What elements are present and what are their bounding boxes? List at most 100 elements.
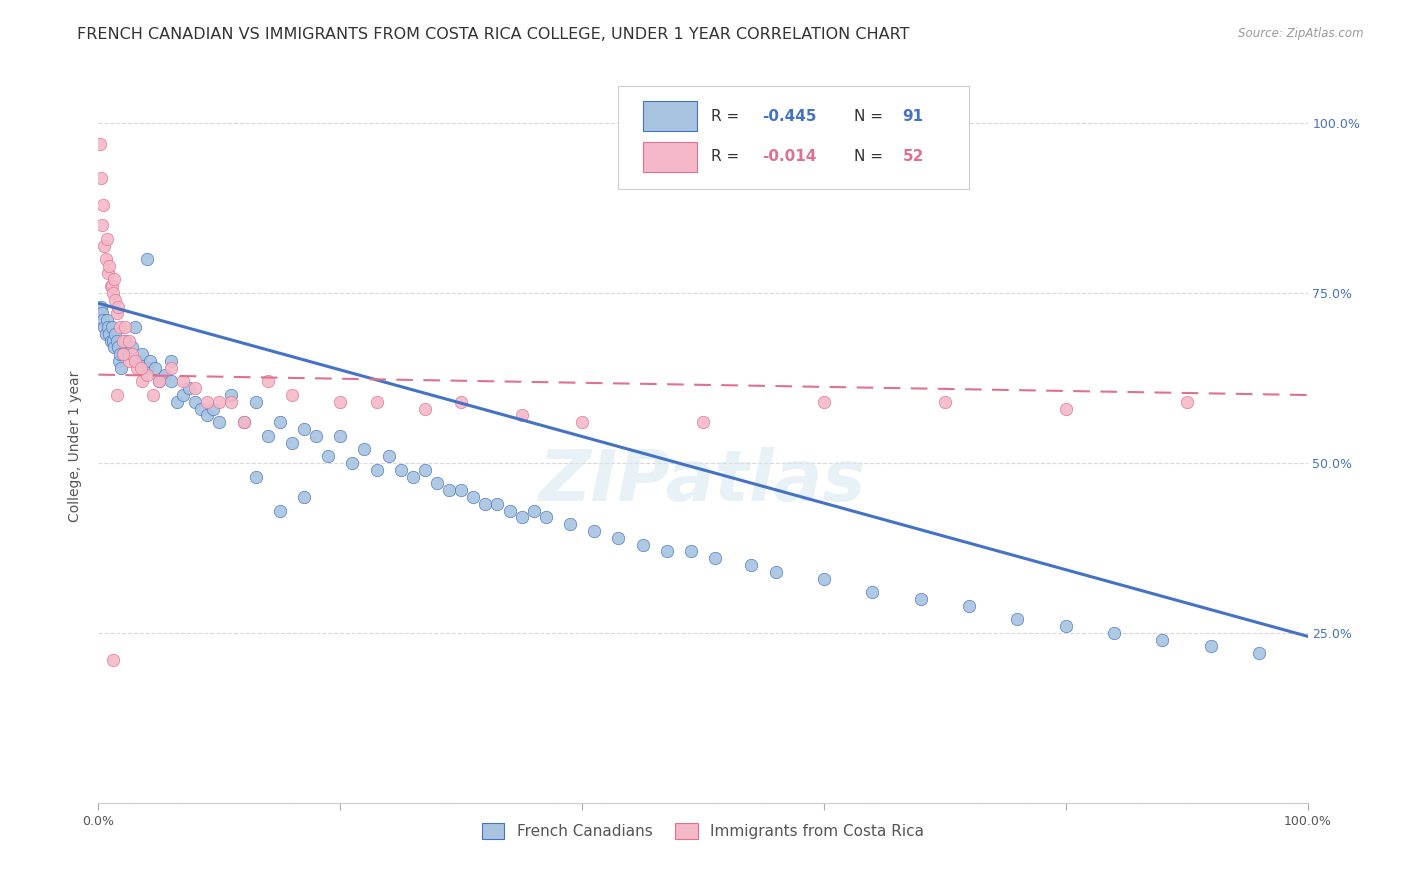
Point bbox=[135, 368, 157, 382]
Point bbox=[101, 653, 124, 667]
Point bbox=[510, 409, 533, 423]
Point bbox=[184, 394, 207, 409]
Bar bbox=[643, 102, 697, 131]
Point bbox=[143, 360, 166, 375]
Point bbox=[184, 381, 207, 395]
Point bbox=[534, 510, 557, 524]
Point bbox=[366, 394, 388, 409]
Point bbox=[316, 449, 339, 463]
Text: N =: N = bbox=[855, 109, 889, 124]
Point bbox=[208, 415, 231, 429]
Text: R =: R = bbox=[711, 150, 745, 164]
Point bbox=[101, 286, 124, 301]
Point bbox=[437, 483, 460, 498]
Point bbox=[129, 360, 152, 375]
Text: ZIPatlas: ZIPatlas bbox=[540, 447, 866, 516]
Point bbox=[131, 375, 153, 389]
Point bbox=[118, 347, 141, 361]
Point bbox=[148, 375, 170, 389]
Point bbox=[96, 232, 118, 246]
Point bbox=[166, 394, 188, 409]
Point bbox=[108, 347, 131, 361]
Point bbox=[89, 136, 111, 151]
Point bbox=[221, 394, 243, 409]
Point bbox=[131, 347, 153, 361]
Point bbox=[342, 456, 364, 470]
Point bbox=[450, 394, 472, 409]
Point bbox=[94, 326, 117, 341]
Point bbox=[583, 524, 606, 538]
Point bbox=[256, 429, 278, 443]
Point bbox=[121, 347, 143, 361]
Point bbox=[139, 354, 162, 368]
Point bbox=[1054, 619, 1077, 633]
Point bbox=[558, 517, 581, 532]
Point bbox=[135, 360, 157, 375]
Point bbox=[107, 341, 129, 355]
Point bbox=[91, 198, 114, 212]
Point bbox=[104, 326, 127, 341]
Point bbox=[389, 463, 412, 477]
Point bbox=[704, 551, 727, 566]
FancyBboxPatch shape bbox=[619, 86, 969, 189]
Point bbox=[107, 300, 129, 314]
Point bbox=[101, 334, 124, 348]
Point bbox=[692, 415, 714, 429]
Point bbox=[498, 503, 520, 517]
Point bbox=[114, 334, 136, 348]
Point bbox=[91, 313, 114, 327]
Point bbox=[98, 326, 121, 341]
Point bbox=[1199, 640, 1222, 654]
Point bbox=[190, 401, 212, 416]
Point bbox=[631, 537, 654, 551]
Point bbox=[110, 360, 132, 375]
Point bbox=[172, 375, 194, 389]
Text: -0.014: -0.014 bbox=[762, 150, 817, 164]
Point bbox=[111, 347, 134, 361]
Point bbox=[813, 394, 835, 409]
Point bbox=[292, 490, 315, 504]
Point bbox=[1152, 632, 1174, 647]
Point bbox=[413, 463, 436, 477]
Bar bbox=[643, 142, 697, 172]
Y-axis label: College, Under 1 year: College, Under 1 year bbox=[69, 370, 83, 522]
Point bbox=[114, 320, 136, 334]
Point bbox=[94, 252, 117, 266]
Point bbox=[523, 503, 546, 517]
Point bbox=[208, 394, 231, 409]
Point bbox=[655, 544, 678, 558]
Point bbox=[111, 347, 134, 361]
Point bbox=[292, 422, 315, 436]
Point bbox=[97, 266, 120, 280]
Point bbox=[934, 394, 956, 409]
Text: 91: 91 bbox=[903, 109, 924, 124]
Point bbox=[96, 313, 118, 327]
Point bbox=[127, 360, 149, 375]
Point bbox=[463, 490, 485, 504]
Point bbox=[93, 320, 115, 334]
Point bbox=[232, 415, 254, 429]
Point bbox=[103, 341, 125, 355]
Text: Source: ZipAtlas.com: Source: ZipAtlas.com bbox=[1239, 27, 1364, 40]
Point bbox=[179, 381, 201, 395]
Point bbox=[124, 320, 146, 334]
Point bbox=[450, 483, 472, 498]
Point bbox=[121, 341, 143, 355]
Point bbox=[413, 401, 436, 416]
Point bbox=[91, 306, 114, 320]
Point bbox=[402, 469, 425, 483]
Point bbox=[89, 306, 111, 320]
Point bbox=[910, 591, 932, 606]
Point bbox=[957, 599, 980, 613]
Point bbox=[100, 334, 122, 348]
Point bbox=[127, 354, 149, 368]
Point bbox=[105, 388, 128, 402]
Point bbox=[510, 510, 533, 524]
Point bbox=[281, 388, 304, 402]
Point bbox=[426, 476, 449, 491]
Text: 52: 52 bbox=[903, 150, 924, 164]
Point bbox=[90, 300, 112, 314]
Text: N =: N = bbox=[855, 150, 889, 164]
Point bbox=[202, 401, 225, 416]
Point bbox=[124, 354, 146, 368]
